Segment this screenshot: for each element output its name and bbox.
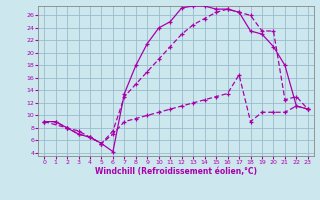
X-axis label: Windchill (Refroidissement éolien,°C): Windchill (Refroidissement éolien,°C): [95, 167, 257, 176]
